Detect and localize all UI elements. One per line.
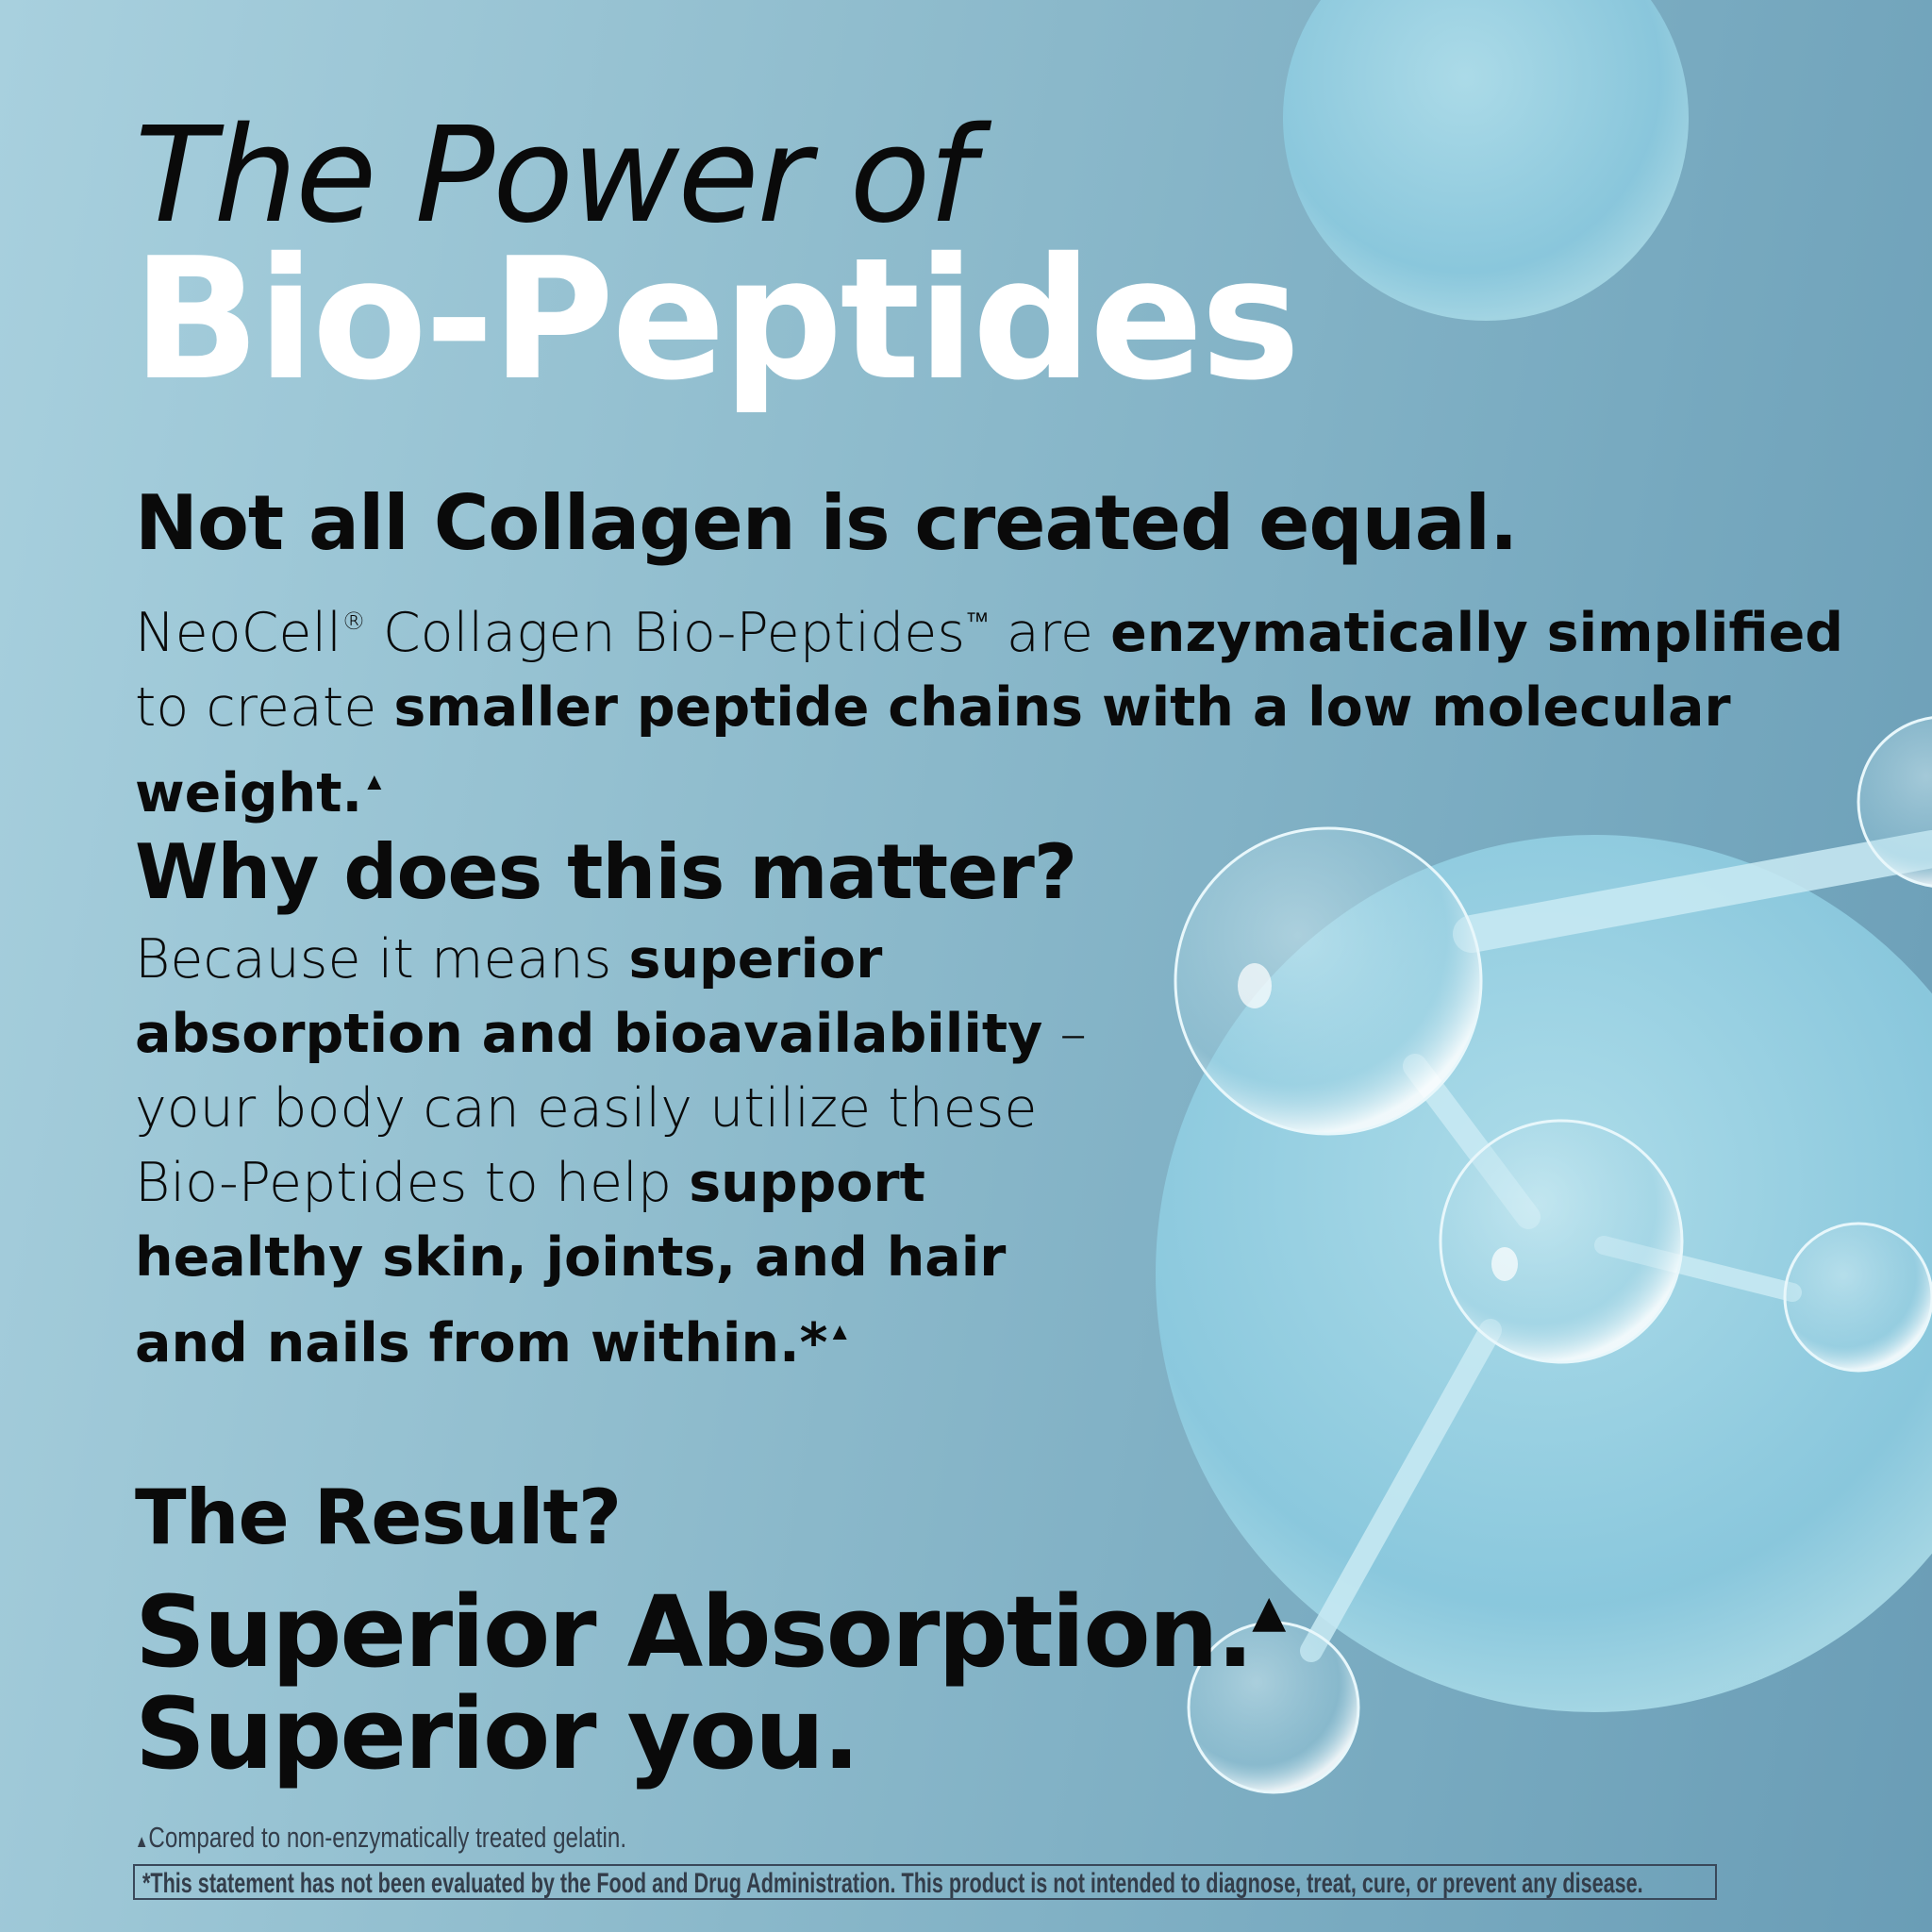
trademark: ™ <box>965 608 990 636</box>
bold-text: superior <box>628 928 883 991</box>
triangle-mark: ▲ <box>1252 1587 1286 1638</box>
title-line-1: The Power of <box>135 99 975 253</box>
text: Superior you. <box>135 1676 860 1792</box>
section3-heading: The Result? <box>135 1474 622 1561</box>
section1-body: NeoCell® Collagen Bio-Peptides™ are enzy… <box>135 585 1880 831</box>
text: to create <box>135 676 394 740</box>
bold-text: smaller peptide chains with a low molecu… <box>135 676 1731 825</box>
bold-text: and nails from within.* <box>135 1312 828 1375</box>
triangle-mark: ▲ <box>362 768 387 797</box>
text: Superior Absorption. <box>135 1574 1254 1690</box>
text: – <box>1042 1003 1087 1065</box>
footnote-text: Compared to non-enzymatically treated ge… <box>148 1821 627 1854</box>
text: Collagen Bio-Peptides <box>365 602 966 665</box>
title-line-2: Bio-Peptides <box>132 222 1301 417</box>
top-bubble <box>1283 0 1689 321</box>
text: NeoCell <box>135 602 342 665</box>
triangle-mark: ▲ <box>827 1318 852 1346</box>
section2-body: Because it means superior absorption and… <box>135 923 1173 1381</box>
triangle-mark: ▲ <box>135 1831 149 1851</box>
text: are <box>989 602 1111 665</box>
bold-text: support <box>689 1152 925 1214</box>
bold-text: enzymatically simplified <box>1110 602 1844 665</box>
result-statement: Superior Absorption.▲ Superior you. <box>135 1561 1286 1785</box>
bold-text: absorption and bioavailability <box>135 1003 1043 1065</box>
bold-text: healthy skin, joints, and hair <box>135 1226 1007 1289</box>
footnote: ▲Compared to non-enzymatically treated g… <box>135 1821 626 1855</box>
fda-disclaimer-box: *This statement has not been evaluated b… <box>133 1864 1717 1900</box>
section2-heading: Why does this matter? <box>135 828 1077 916</box>
registered-mark: ® <box>341 608 366 636</box>
text: your body can easily utilize these <box>135 1077 1038 1140</box>
text: Bio-Peptides to help <box>135 1152 690 1214</box>
section1-heading: Not all Collagen is created equal. <box>135 479 1518 567</box>
text: Because it means <box>135 928 629 991</box>
fda-disclaimer: *This statement has not been evaluated b… <box>142 1868 1643 1899</box>
